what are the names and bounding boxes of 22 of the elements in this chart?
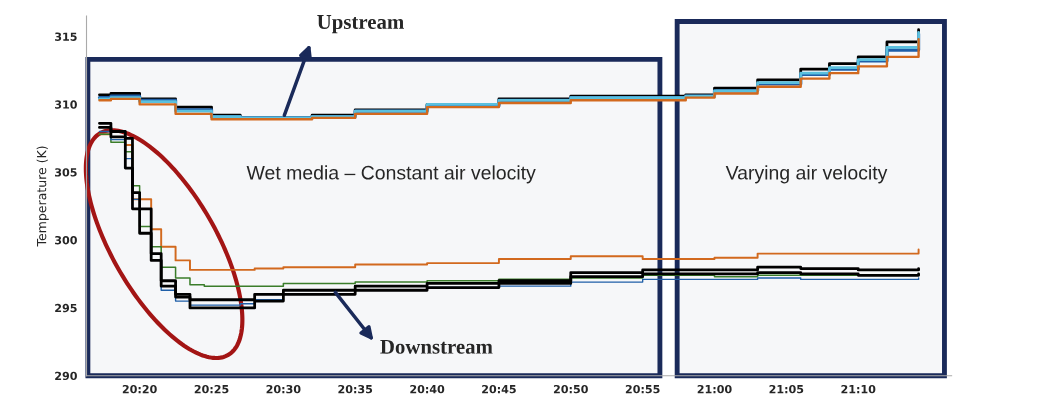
x-tick-label: 20:20 [122, 384, 157, 394]
y-tick-label: 290 [55, 371, 77, 381]
y-tick-label: 305 [55, 168, 77, 177]
x-tick-label: 20:25 [194, 384, 229, 394]
annotation: Downstream [380, 339, 493, 354]
y-tick-label: 295 [55, 303, 77, 313]
x-tick-label: 20:30 [266, 384, 301, 394]
x-tick-label: 21:10 [841, 384, 876, 394]
x-tick-label: 20:35 [338, 384, 373, 394]
x-tick-label: 20:45 [482, 384, 516, 394]
x-tick-label: 21:00 [697, 384, 732, 394]
annotation: Upstream [317, 15, 404, 34]
x-tick-label: 21:05 [769, 384, 804, 394]
x-tick-label: 20:50 [553, 384, 588, 394]
band-label: Wet media – Constant air velocity [246, 165, 536, 184]
band-label: Varying air velocity [725, 165, 888, 184]
x-tick-label: 20:40 [410, 384, 445, 394]
y-tick-label: 300 [55, 236, 77, 245]
y-tick-label: 315 [55, 32, 77, 41]
y-tick-label: 310 [55, 100, 77, 109]
x-tick-label: 20:55 [625, 384, 660, 394]
y-axis-title: Temperature (K) [36, 146, 49, 247]
